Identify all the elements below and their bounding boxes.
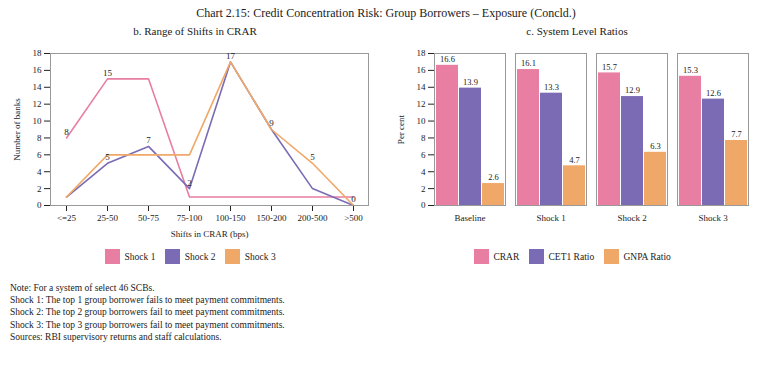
svg-text:Shock 2: Shock 2 bbox=[617, 213, 646, 223]
svg-text:0: 0 bbox=[351, 194, 356, 204]
html-text:Shock 3: The top 3 group borro: Shock 3: The top 3 group borrowers fail … bbox=[10, 319, 285, 330]
svg-text:16.6: 16.6 bbox=[440, 54, 455, 64]
svg-text:2: 2 bbox=[37, 183, 42, 193]
svg-text:13.9: 13.9 bbox=[463, 77, 478, 87]
svg-text:>500: >500 bbox=[344, 213, 363, 223]
svg-text:16.1: 16.1 bbox=[521, 58, 536, 68]
svg-text:17: 17 bbox=[226, 51, 236, 61]
svg-text:13.3: 13.3 bbox=[544, 82, 559, 92]
svg-text:8: 8 bbox=[37, 133, 42, 143]
svg-text:5: 5 bbox=[310, 152, 315, 162]
svg-text:4: 4 bbox=[421, 167, 426, 177]
html-text:Note: For a system of select 4: Note: For a system of select 46 SCBs. bbox=[10, 282, 155, 293]
svg-text:Shifts in CRAR (bps): Shifts in CRAR (bps) bbox=[171, 229, 249, 239]
svg-text:4.7: 4.7 bbox=[569, 155, 580, 165]
html-text:Shock 2: The top 2 group borro: Shock 2: The top 2 group borrowers fail … bbox=[10, 307, 285, 318]
svg-text:2: 2 bbox=[421, 183, 426, 193]
svg-text:5: 5 bbox=[105, 152, 110, 162]
html-text:CRAR: CRAR bbox=[493, 251, 520, 262]
svg-text:Baseline: Baseline bbox=[455, 213, 486, 223]
html-text:Shock 1: The top 1 group borro: Shock 1: The top 1 group borrower fails … bbox=[10, 295, 285, 306]
html-text:CET1 Ratio: CET1 Ratio bbox=[548, 251, 595, 262]
svg-text:<=25: <=25 bbox=[57, 213, 77, 223]
html-text:c. System Level Ratios: c. System Level Ratios bbox=[526, 25, 628, 37]
html-text:Shock 1: Shock 1 bbox=[124, 251, 156, 262]
svg-text:16: 16 bbox=[417, 65, 427, 75]
svg-text:6: 6 bbox=[37, 150, 42, 160]
svg-text:50-75: 50-75 bbox=[138, 213, 159, 223]
svg-text:Per cent: Per cent bbox=[396, 114, 406, 144]
svg-text:100-150: 100-150 bbox=[216, 213, 246, 223]
svg-text:7: 7 bbox=[146, 135, 151, 145]
html-text:GNPA Ratio: GNPA Ratio bbox=[623, 251, 671, 262]
svg-text:18: 18 bbox=[417, 48, 427, 58]
svg-text:14: 14 bbox=[33, 82, 43, 92]
html-text:Shock 2: Shock 2 bbox=[184, 251, 216, 262]
svg-text:200-500: 200-500 bbox=[298, 213, 328, 223]
svg-text:15.3: 15.3 bbox=[683, 65, 698, 75]
svg-text:10: 10 bbox=[417, 116, 427, 126]
svg-text:12.9: 12.9 bbox=[625, 85, 640, 95]
svg-text:12: 12 bbox=[33, 99, 42, 109]
svg-text:150-200: 150-200 bbox=[257, 213, 287, 223]
svg-text:Shock 1: Shock 1 bbox=[536, 213, 565, 223]
svg-text:12.6: 12.6 bbox=[706, 88, 721, 98]
svg-text:8: 8 bbox=[421, 133, 426, 143]
svg-text:6: 6 bbox=[421, 150, 426, 160]
svg-text:0: 0 bbox=[37, 200, 42, 210]
svg-text:2.6: 2.6 bbox=[488, 172, 499, 182]
html-text:Chart 2.15: Credit Concentrati: Chart 2.15: Credit Concentration Risk: G… bbox=[196, 6, 576, 20]
svg-text:Number of banks: Number of banks bbox=[12, 98, 22, 161]
svg-text:12: 12 bbox=[417, 99, 426, 109]
svg-text:9: 9 bbox=[269, 118, 274, 128]
svg-text:8: 8 bbox=[64, 127, 69, 137]
svg-text:0: 0 bbox=[421, 200, 426, 210]
svg-text:6.3: 6.3 bbox=[650, 141, 661, 151]
svg-text:15: 15 bbox=[103, 68, 113, 78]
html-text:Sources: RBI supervisory retur: Sources: RBI supervisory returns and sta… bbox=[10, 332, 222, 343]
html-text:Shock 3: Shock 3 bbox=[244, 251, 276, 262]
svg-text:4: 4 bbox=[37, 167, 42, 177]
svg-text:25-50: 25-50 bbox=[97, 213, 118, 223]
svg-text:18: 18 bbox=[33, 48, 43, 58]
svg-text:2: 2 bbox=[187, 177, 192, 187]
svg-text:10: 10 bbox=[33, 116, 43, 126]
svg-text:Shock 3: Shock 3 bbox=[698, 213, 728, 223]
html-text:b. Range of Shifts in CRAR: b. Range of Shifts in CRAR bbox=[133, 25, 257, 37]
svg-text:16: 16 bbox=[33, 65, 43, 75]
svg-text:15.7: 15.7 bbox=[602, 62, 617, 72]
svg-text:14: 14 bbox=[417, 82, 427, 92]
svg-text:75-100: 75-100 bbox=[177, 213, 203, 223]
svg-text:7.7: 7.7 bbox=[731, 129, 742, 139]
